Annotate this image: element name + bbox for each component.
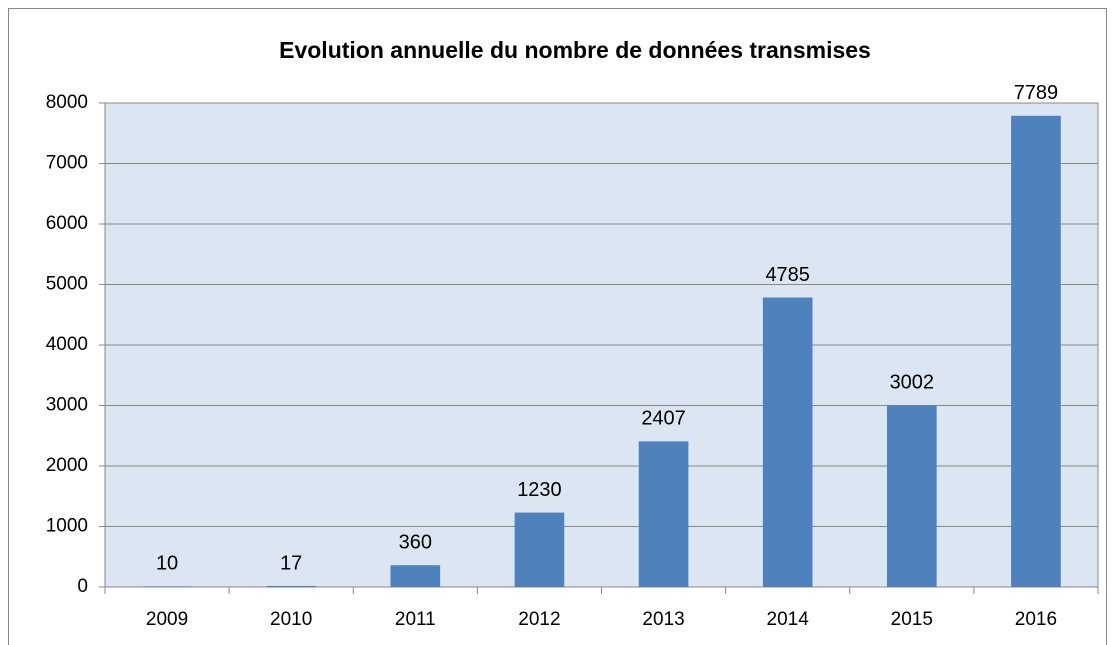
y-tick-label: 5000: [46, 274, 88, 295]
x-tick-label: 2012: [518, 609, 560, 630]
bar: [390, 565, 441, 587]
y-tick-label: 0: [77, 576, 88, 597]
y-tick-label: 8000: [46, 92, 88, 113]
y-tick-label: 7000: [46, 153, 88, 174]
x-tick-label: 2016: [1015, 609, 1057, 630]
data-label: 2407: [641, 408, 686, 430]
data-label: 7789: [1014, 82, 1059, 104]
y-tick-label: 2000: [46, 455, 88, 476]
x-tick-label: 2009: [146, 609, 188, 630]
x-tick-label: 2013: [642, 609, 684, 630]
bar: [1011, 115, 1061, 587]
bar: [638, 441, 689, 587]
x-tick-label: 2011: [395, 609, 436, 630]
x-tick-label: 2015: [891, 609, 933, 630]
x-tick-label: 2010: [270, 609, 312, 630]
data-label: 360: [399, 532, 432, 554]
data-label: 3002: [890, 372, 935, 394]
bar: [514, 512, 565, 587]
data-label: 1230: [517, 479, 562, 501]
bar: [762, 297, 813, 587]
x-tick-label: 2014: [767, 609, 810, 630]
y-tick-label: 4000: [46, 334, 88, 355]
y-tick-label: 3000: [46, 395, 88, 416]
chart-title: Evolution annuelle du nombre de données …: [279, 37, 871, 63]
bar: [266, 585, 317, 587]
y-tick-label: 6000: [46, 213, 88, 234]
data-label: 4785: [765, 264, 810, 286]
data-label: 10: [156, 553, 178, 575]
y-tick-label: 1000: [46, 516, 88, 537]
bar: [142, 586, 192, 587]
data-label: 17: [280, 552, 302, 574]
bar: [886, 405, 937, 587]
